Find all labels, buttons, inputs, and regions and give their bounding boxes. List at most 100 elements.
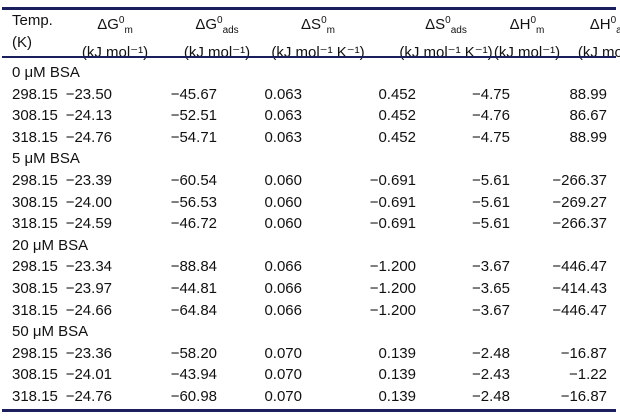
group-label-row: 5 μM BSA [0, 148, 620, 169]
header-subscript: ads [450, 25, 467, 36]
table-cell: −3.67 [472, 258, 510, 276]
table-cell: 298.15 [12, 258, 58, 276]
header-symbol: ΔG [97, 16, 119, 33]
table-cell: 0.070 [264, 344, 302, 362]
header-symbol: ΔH [509, 16, 531, 33]
header-unit: (K) [12, 34, 32, 51]
table-cell: 0.063 [264, 85, 302, 103]
table-cell: −24.76 [65, 128, 112, 146]
table-cell: 0.452 [378, 85, 416, 103]
table-cell: −23.39 [65, 172, 112, 189]
header-symbol: ΔS [301, 16, 322, 33]
table-cell: 308.15 [12, 107, 58, 125]
header-symbol: Temp. [12, 12, 53, 29]
table-cell: 88.99 [569, 128, 607, 146]
table-cell: 318.15 [12, 388, 58, 405]
table-cell: −56.53 [170, 193, 217, 211]
table-row: 298.15 −23.36 −58.20 0.070 0.139 −2.48 −16.87 [0, 343, 620, 364]
table-cell: −4.75 [472, 85, 510, 103]
table-row: 308.15 −23.97 −44.81 0.066 −1.200 −3.65 −414.4… [0, 278, 620, 299]
table-cell: −2.48 [472, 344, 510, 362]
group-label-row: 50 μM BSA [0, 321, 620, 342]
table-cell: −23.97 [65, 280, 112, 297]
table-cell: 0.066 [264, 258, 302, 276]
header-symbol: ΔH [589, 16, 611, 33]
table-cell: 0.452 [378, 128, 416, 146]
table-cell: −0.691 [369, 215, 416, 233]
header-superscript: 0 [610, 15, 617, 26]
table-cell: −4.76 [472, 107, 510, 125]
table-cell: −43.94 [170, 366, 217, 384]
table-cell: −24.00 [65, 193, 112, 211]
table-cell: −24.59 [65, 215, 112, 233]
table-cell: −16.87 [560, 388, 607, 405]
table-cell: −3.65 [472, 280, 510, 297]
table-cell: −266.37 [552, 215, 607, 233]
table-cell: 0.060 [264, 172, 302, 189]
header-subscript: m [124, 25, 133, 36]
table-cell: 0.060 [264, 215, 302, 233]
table-cell: 0.063 [264, 128, 302, 146]
table-cell: 308.15 [12, 366, 58, 384]
header-unit: (kJ mol⁻¹) [81, 44, 149, 61]
table-row: 318.15 −24.76 −60.98 0.070 0.139 −2.48 −16.87 [0, 386, 620, 407]
table-row: 308.15 −24.13 −52.51 0.063 0.452 −4.76 86.67 [0, 105, 620, 126]
table-cell: 88.99 [569, 85, 607, 103]
header-rule [2, 56, 616, 58]
table-row: 298.15 −23.39 −60.54 0.060 −0.691 −5.61 −266.3… [0, 170, 620, 191]
table-cell: −5.61 [472, 215, 510, 233]
table-cell: −45.67 [170, 85, 217, 103]
table-cell: −64.84 [170, 301, 217, 319]
table-cell: −5.61 [472, 193, 510, 211]
group-label: 50 μM BSA [12, 323, 89, 341]
header-superscript: 0 [445, 15, 451, 26]
table-cell: 308.15 [12, 193, 58, 211]
table-cell: −2.48 [472, 388, 510, 405]
table-cell: −60.98 [170, 388, 217, 405]
table-cell: 0.452 [378, 107, 416, 125]
header-unit: (kJ mol⁻¹) [183, 44, 251, 61]
group-label: 5 μM BSA [12, 150, 80, 168]
table-cell: −24.66 [65, 301, 112, 319]
table-cell: −0.691 [369, 193, 416, 211]
table-row: 298.15 −23.50 −45.67 0.063 0.452 −4.75 88.99 [0, 84, 620, 105]
table-cell: −46.72 [170, 215, 217, 233]
table-cell: 318.15 [12, 128, 58, 146]
table-cell: 0.139 [378, 366, 416, 384]
group-label: 0 μM BSA [12, 64, 80, 81]
table-cell: −414.43 [552, 280, 607, 297]
table-cell: 318.15 [12, 301, 58, 319]
table-cell: −23.34 [65, 258, 112, 276]
table-cell: −5.61 [472, 172, 510, 189]
table-cell: 298.15 [12, 85, 58, 103]
column-header: Temp. (K) [12, 10, 53, 54]
header-subscript: m [536, 25, 545, 36]
table-row: 308.15 −24.00 −56.53 0.060 −0.691 −5.61 −269.2… [0, 192, 620, 213]
table-cell: 318.15 [12, 215, 58, 233]
header-unit: (kJ mol⁻¹ K⁻¹) [271, 44, 365, 61]
table-cell: 0.070 [264, 388, 302, 405]
header-symbol: ΔG [195, 16, 217, 33]
table-row: 308.15 −24.01 −43.94 0.070 0.139 −2.43 −1.22 [0, 364, 620, 385]
table-row: 318.15 −24.59 −46.72 0.060 −0.691 −5.61 −266.3… [0, 213, 620, 234]
table-row: 298.15 −23.34 −88.84 0.066 −1.200 −3.67 −446.4… [0, 256, 620, 277]
header-unit: (kJ mol⁻¹) [577, 44, 620, 61]
table-cell: −269.27 [552, 193, 607, 211]
group-label-row: 20 μM BSA [0, 235, 620, 256]
table-cell: −58.20 [170, 344, 217, 362]
table-cell: −1.200 [369, 301, 416, 319]
table-cell: −88.84 [170, 258, 217, 276]
table-cell: 308.15 [12, 280, 58, 297]
table-cell: 0.060 [264, 193, 302, 211]
table-cell: −1.200 [369, 280, 416, 297]
top-rule [2, 7, 616, 10]
header-superscript: 0 [321, 15, 327, 26]
table-cell: 0.066 [264, 280, 302, 297]
table-cell: −54.71 [170, 128, 217, 146]
table-cell: −1.22 [569, 366, 607, 384]
header-symbol: ΔS [425, 16, 446, 33]
table-row: 318.15 −24.76 −54.71 0.063 0.452 −4.75 88.99 [0, 127, 620, 148]
header-superscript: 0 [530, 15, 537, 26]
table-cell: 0.066 [264, 301, 302, 319]
table-cell: −4.75 [472, 128, 510, 146]
